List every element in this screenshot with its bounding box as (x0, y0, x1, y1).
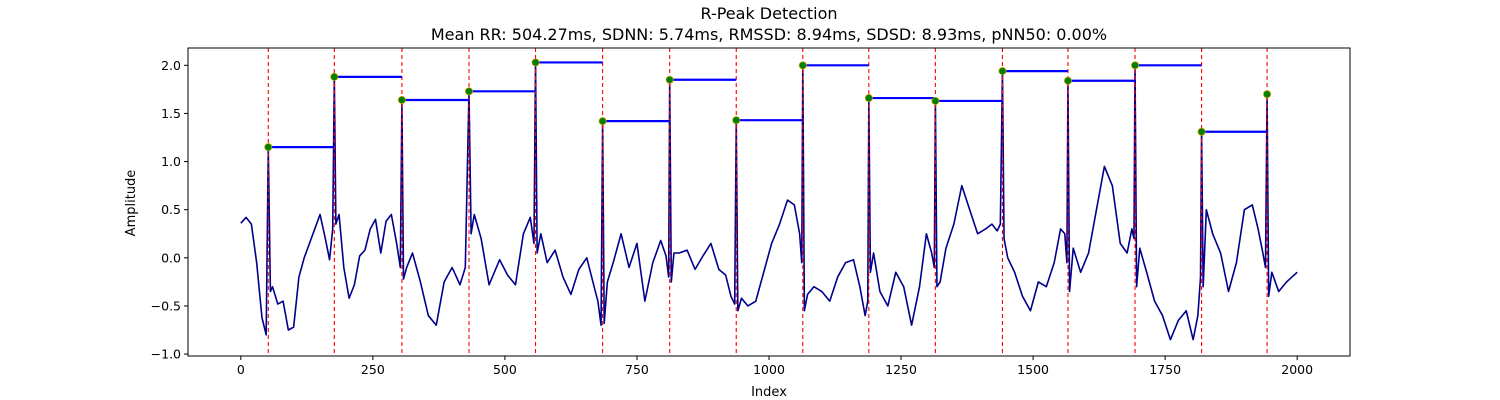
peak-marker-3 (397, 95, 406, 104)
x-tick-label: 2000 (1281, 362, 1313, 377)
ecg-signal-line (240, 61, 1298, 341)
y-tick-label: 1.5 (161, 106, 181, 121)
y-tick-label: −0.5 (151, 298, 181, 313)
y-tick-label: 0.5 (161, 202, 181, 217)
x-tick-label: 1500 (1017, 362, 1049, 377)
peak-marker-2 (330, 72, 339, 81)
x-axis: 0 250 500 750 1000 1250 1500 1750 2000 (237, 356, 1313, 377)
peak-marker-14 (1131, 61, 1140, 70)
x-tick-label: 750 (625, 362, 649, 377)
peak-marker-16 (1263, 90, 1272, 99)
peak-marker-6 (598, 117, 607, 126)
y-tick-label: −1.0 (151, 347, 181, 362)
x-axis-label: Index (751, 385, 787, 400)
y-axis-label: Amplitude (124, 170, 139, 237)
y-tick-label: 2.0 (161, 58, 181, 73)
peak-marker-7 (665, 75, 674, 84)
peak-marker-13 (1063, 76, 1072, 85)
peak-marker-4 (464, 87, 473, 96)
y-axis: −1.0 −0.5 0.0 0.5 1.0 1.5 2.0 (151, 58, 188, 362)
peak-marker-8 (732, 116, 741, 125)
chart-subtitle: Mean RR: 504.27ms, SDNN: 5.74ms, RMSSD: … (431, 25, 1107, 44)
x-tick-label: 0 (237, 362, 245, 377)
peak-marker-9 (798, 61, 807, 70)
x-tick-label: 1750 (1149, 362, 1181, 377)
peak-marker-11 (931, 96, 940, 105)
y-tick-label: 1.0 (161, 154, 181, 169)
y-tick-label: 0.0 (161, 250, 181, 265)
x-tick-label: 500 (493, 362, 517, 377)
plot-frame (187, 47, 1351, 357)
peak-marker-10 (864, 94, 873, 103)
plot-area (240, 48, 1298, 356)
peak-marker-15 (1197, 127, 1206, 136)
x-tick-label: 1250 (885, 362, 917, 377)
peak-marker-12 (998, 67, 1007, 76)
x-tick-label: 1000 (753, 362, 785, 377)
x-tick-label: 250 (361, 362, 385, 377)
chart-title: R-Peak Detection (700, 4, 837, 23)
peak-marker-5 (531, 58, 540, 67)
peak-marker-1 (264, 143, 273, 152)
